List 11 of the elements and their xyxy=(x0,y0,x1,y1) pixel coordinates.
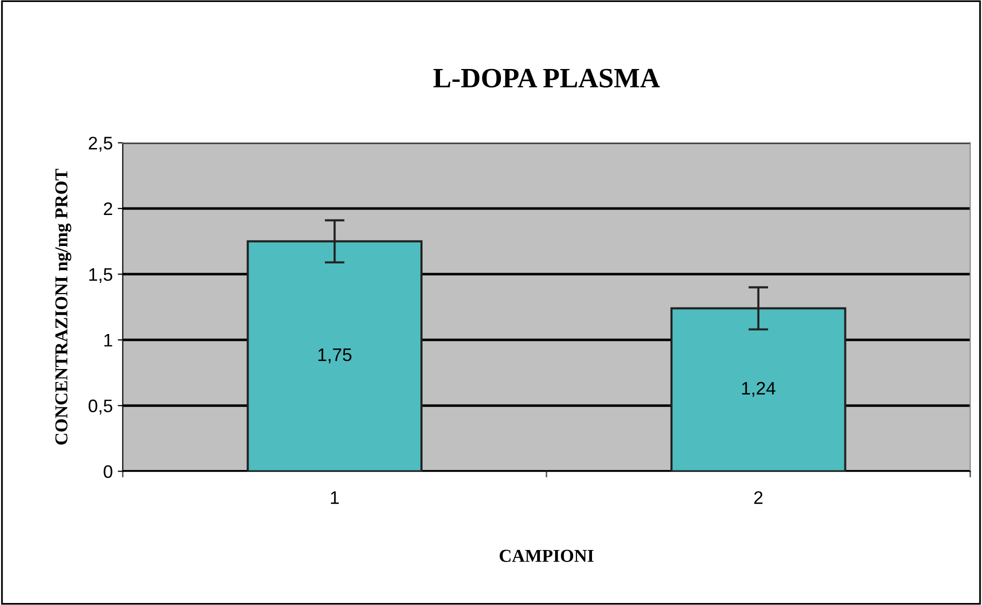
y-tick-label: 1,5 xyxy=(89,268,112,284)
chart-title: L-DOPA PLASMA xyxy=(433,68,660,88)
x-axis-title: CAMPIONI xyxy=(500,550,594,562)
y-axis-title: CONCENTRAZIONI ng/mg PROT xyxy=(55,168,72,445)
y-tick-label: 2 xyxy=(104,202,112,216)
y-tick-label: 1 xyxy=(104,334,112,346)
y-tick-label: 0 xyxy=(104,465,112,478)
data-label: 1,75 xyxy=(318,348,352,364)
y-tick-label: 2,5 xyxy=(88,136,112,152)
data-label: 1,24 xyxy=(742,382,776,397)
y-tick-label: 0,5 xyxy=(88,400,112,414)
